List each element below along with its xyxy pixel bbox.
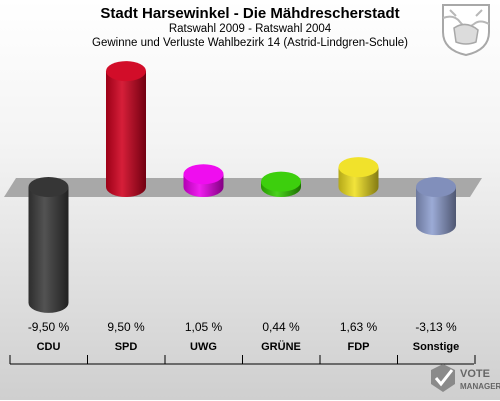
category-label-sonstige: Sonstige: [413, 341, 459, 353]
category-label-gr-ne: GRÜNE: [261, 340, 301, 353]
value-label-spd: 9,50 %: [107, 320, 145, 334]
bar-spd-top-cap: [106, 61, 146, 82]
chart-subtitle-detail: Gewinne und Verluste Wahlbezirk 14 (Astr…: [92, 37, 408, 49]
category-label-uwg: UWG: [190, 341, 217, 353]
value-label-cdu: -9,50 %: [28, 320, 70, 334]
bar-sonstige-bottom-cap: [416, 215, 456, 236]
chart-title: Stadt Harsewinkel - Die Mähdrescherstadt: [100, 5, 400, 22]
category-label-fdp: FDP: [348, 341, 370, 353]
bar-cdu-bottom-cap: [28, 292, 69, 313]
bar-sonstige-top-cap: [416, 177, 456, 197]
value-label-uwg: 1,05 %: [185, 320, 223, 334]
bar-gr-ne-top-cap: [261, 171, 301, 192]
zero-baseline-plane: [4, 178, 482, 197]
bar-cdu-body: [28, 187, 69, 303]
logo-text-vote: VOTE: [460, 368, 490, 380]
bar-fdp-bottom-cap: [338, 177, 379, 197]
value-label-sonstige: -3,13 %: [415, 320, 457, 334]
category-label-cdu: CDU: [37, 341, 61, 353]
value-label-fdp: 1,63 %: [340, 320, 378, 334]
coat-of-arms-icon: [442, 4, 490, 57]
category-label-spd: SPD: [115, 341, 138, 353]
logo-text-manager: MANAGER: [460, 382, 500, 391]
value-label-gr-ne: 0,44 %: [262, 320, 300, 334]
bar-spd-body: [106, 71, 146, 187]
ballot-check-icon: [431, 364, 455, 392]
bar-cdu-top-cap: [28, 177, 69, 197]
bar-fdp-top-cap: [338, 157, 379, 178]
vote-manager-logo: VOTE MANAGER: [428, 362, 500, 396]
chart-subtitle: Ratswahl 2009 - Ratswahl 2004: [168, 23, 332, 35]
bar-uwg-top-cap: [183, 164, 224, 185]
bar-spd-bottom-cap: [106, 177, 146, 197]
